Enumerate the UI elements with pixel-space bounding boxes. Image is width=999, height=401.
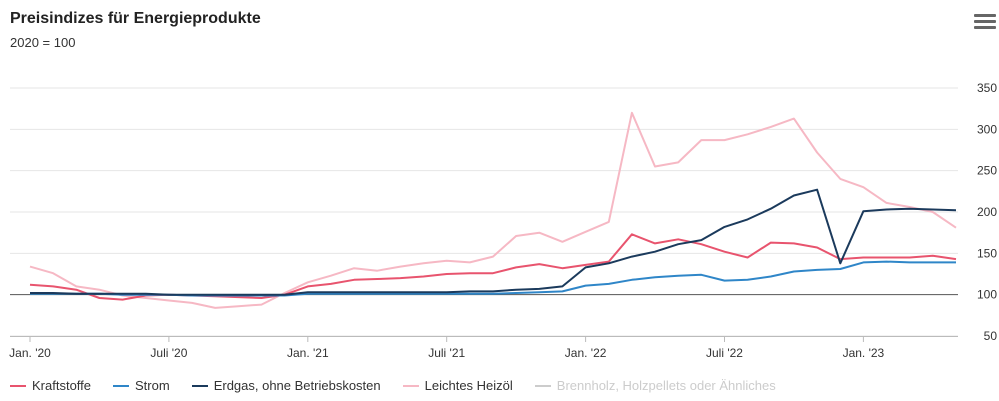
x-tick-label: Jan. '22 — [565, 346, 607, 360]
legend-swatch — [534, 384, 551, 387]
x-tick-label: Jan. '20 — [9, 346, 51, 360]
series-line-0 — [29, 233, 957, 301]
legend-swatch — [402, 384, 419, 387]
legend-label: Brennholz, Holzpellets oder Ähnliches — [556, 378, 776, 393]
legend-item[interactable]: Leichtes Heizöl — [402, 378, 513, 393]
y-tick-label: 50 — [984, 329, 998, 343]
legend-label: Leichtes Heizöl — [424, 378, 513, 393]
legend-swatch — [10, 384, 26, 387]
series-line-2 — [30, 188, 957, 296]
chart-subtitle: 2020 = 100 — [10, 35, 76, 50]
hamburger-menu-icon[interactable] — [974, 14, 996, 32]
chart-legend: Kraftstoffe Strom Erdgas, ohne Betriebskos… — [10, 378, 798, 393]
legend-swatch — [191, 384, 208, 387]
series-line-3 — [29, 111, 957, 309]
x-tick-label: Juli '20 — [150, 346, 187, 360]
chart-title: Preisindizes für Energieprodukte — [10, 10, 261, 27]
legend-item[interactable]: Kraftstoffe — [10, 378, 91, 393]
legend-item[interactable]: Erdgas, ohne Betriebskosten — [191, 378, 381, 393]
legend-swatch — [113, 384, 130, 387]
y-tick-label: 150 — [977, 246, 997, 260]
y-tick-label: 300 — [977, 122, 997, 136]
legend-label: Strom — [135, 378, 170, 393]
y-tick-label: 250 — [977, 164, 997, 178]
legend-label: Kraftstoffe — [32, 378, 92, 393]
x-tick-label: Juli '22 — [706, 346, 743, 360]
legend-item[interactable]: Brennholz, Holzpellets oder Ähnliches — [534, 378, 776, 393]
legend-label: Erdgas, ohne Betriebskosten — [213, 378, 381, 393]
legend-item[interactable]: Strom — [113, 378, 170, 393]
y-tick-label: 350 — [977, 81, 997, 95]
x-tick-label: Jan. '21 — [287, 346, 329, 360]
x-tick-label: Juli '21 — [428, 346, 465, 360]
y-tick-label: 200 — [977, 205, 997, 219]
y-tick-label: 100 — [977, 288, 997, 302]
x-tick-label: Jan. '23 — [843, 346, 885, 360]
